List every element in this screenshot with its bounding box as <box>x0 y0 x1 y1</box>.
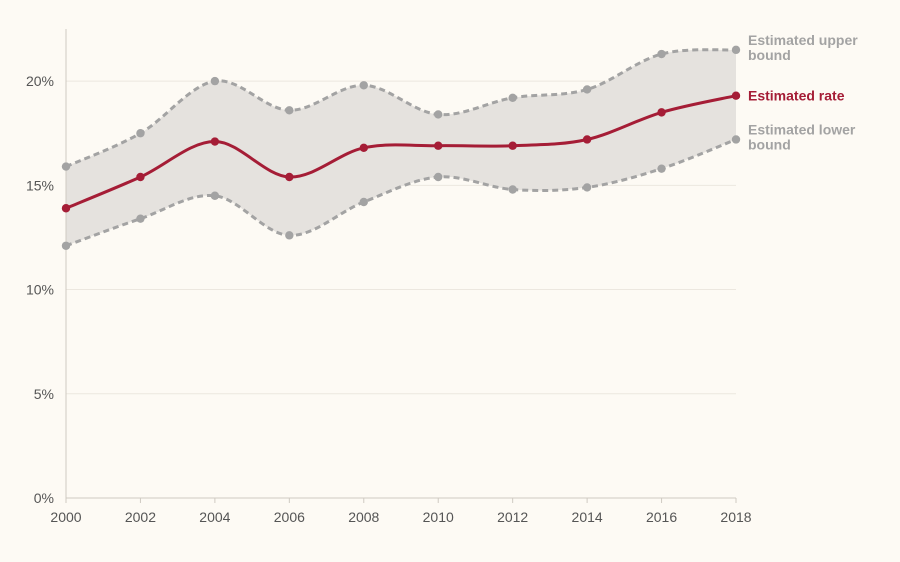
data-point-lower <box>136 214 145 223</box>
series <box>61 45 741 250</box>
x-tick-label: 2016 <box>646 509 677 525</box>
data-point-rate <box>61 204 71 213</box>
data-point-lower <box>285 231 294 240</box>
data-point-upper <box>136 129 145 138</box>
x-tick-label: 2008 <box>348 509 379 525</box>
data-point-lower <box>582 183 592 192</box>
data-point-rate <box>359 143 368 153</box>
series-label-upper: Estimated upper <box>748 32 858 48</box>
x-tick-label: 2012 <box>497 509 528 525</box>
confidence-band <box>66 49 736 246</box>
series-line-lower <box>65 138 737 248</box>
y-tick-label: 20% <box>26 73 54 89</box>
data-point-lower <box>61 241 71 250</box>
series-label-lower: bound <box>748 136 791 152</box>
series-label-upper: bound <box>748 47 791 63</box>
data-point-upper <box>210 76 220 86</box>
data-point-upper <box>582 85 592 94</box>
data-point-rate <box>582 135 592 144</box>
data-point-lower <box>210 191 220 200</box>
data-point-rate <box>508 141 517 150</box>
data-point-lower <box>657 164 666 173</box>
x-tick-label: 2006 <box>274 509 305 525</box>
y-tick-label: 15% <box>26 177 54 193</box>
y-tick-label: 5% <box>34 386 54 402</box>
data-point-lower <box>434 172 443 182</box>
data-point-rate <box>731 91 741 100</box>
data-point-upper <box>61 162 71 171</box>
data-point-upper <box>285 106 294 115</box>
axes: 0% 5% 10% 15% 20% 2000 2002 2004 2006 2008 2010 201… <box>26 29 752 525</box>
data-point-lower <box>508 185 517 194</box>
series-label-lower: Estimated lower <box>748 121 856 137</box>
confidence-band-area <box>66 49 736 246</box>
series-line-upper <box>65 48 737 168</box>
x-tick-label: 2018 <box>720 509 751 525</box>
data-point-rate <box>285 172 294 182</box>
data-point-upper <box>657 49 666 59</box>
data-point-upper <box>359 81 368 90</box>
data-point-lower <box>731 135 741 144</box>
x-tick-label: 2000 <box>50 509 81 525</box>
data-point-rate <box>210 137 220 146</box>
data-point-upper <box>508 93 517 102</box>
x-tick-label: 2002 <box>125 509 156 525</box>
data-point-upper <box>731 45 741 55</box>
x-tick-label: 2010 <box>423 509 454 525</box>
data-point-rate <box>136 172 145 182</box>
y-tick-label: 0% <box>34 490 54 506</box>
data-point-lower <box>359 197 368 207</box>
data-point-rate <box>434 141 443 150</box>
data-point-upper <box>434 110 443 119</box>
series-line-rate <box>65 94 737 210</box>
x-tick-label: 2004 <box>199 509 230 525</box>
data-point-rate <box>657 108 666 117</box>
series-label-rate: Estimated rate <box>748 88 845 104</box>
y-tick-label: 10% <box>26 282 54 298</box>
x-tick-label: 2014 <box>572 509 603 525</box>
